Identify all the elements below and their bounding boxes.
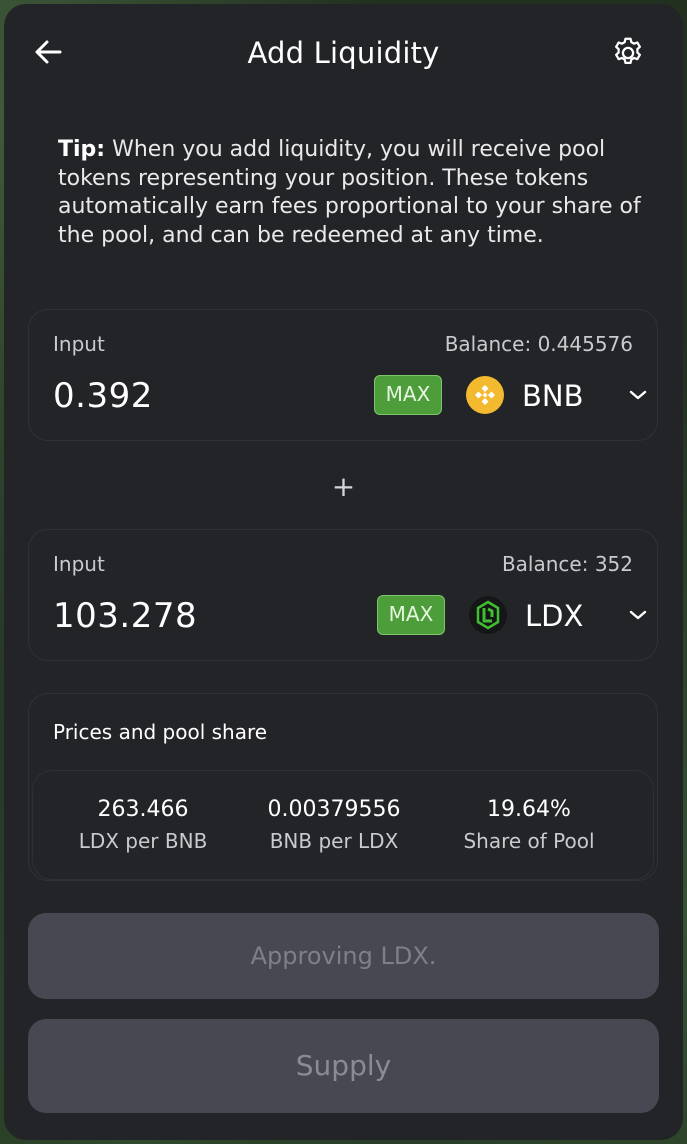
stat-label: BNB per LDX	[269, 829, 399, 853]
chevron-down-icon	[629, 390, 647, 400]
chevron-down-icon	[629, 610, 647, 620]
stat-value: 0.00379556	[267, 797, 401, 822]
prices-stats: 263.466 LDX per BNB 0.00379556 BNB per L…	[32, 770, 654, 880]
stat-share-of-pool: 19.64% Share of Pool	[429, 795, 629, 857]
stat-ldx-per-bnb: 263.466 LDX per BNB	[43, 795, 243, 857]
stat-label: Share of Pool	[463, 829, 595, 853]
tip-label: Tip:	[58, 137, 106, 162]
max-button[interactable]: MAX	[374, 375, 442, 415]
prices-panel: Prices and pool share 263.466 LDX per BN…	[28, 693, 658, 881]
tip-body: When you add liquidity, you will receive…	[58, 137, 641, 248]
token-symbol: LDX	[525, 599, 584, 633]
token-symbol: BNB	[522, 379, 584, 413]
supply-button[interactable]: Supply	[28, 1019, 659, 1113]
balance-text: Balance: 0.445576	[444, 332, 633, 356]
back-button[interactable]	[30, 34, 66, 70]
settings-button[interactable]	[610, 35, 646, 71]
header: Add Liquidity	[4, 4, 683, 104]
bnb-icon	[466, 376, 504, 414]
input-panel-ldx: Input Balance: 352 103.278 MAX LDX	[28, 529, 658, 661]
ldx-icon	[469, 596, 507, 634]
stat-label: LDX per BNB	[78, 829, 208, 853]
amount-input[interactable]: 103.278	[53, 596, 198, 636]
amount-input[interactable]: 0.392	[53, 376, 153, 416]
stat-value: 263.466	[97, 797, 189, 822]
input-label: Input	[53, 332, 105, 356]
add-liquidity-card: Add Liquidity Tip: When you add liquidit…	[4, 4, 683, 1140]
input-label: Input	[53, 552, 105, 576]
stat-bnb-per-ldx: 0.00379556 BNB per LDX	[234, 795, 434, 857]
max-button[interactable]: MAX	[377, 595, 445, 635]
input-panel-bnb: Input Balance: 0.445576 0.392 MAX BNB	[28, 309, 658, 441]
approve-button[interactable]: Approving LDX.	[28, 913, 659, 999]
arrow-left-icon	[35, 40, 62, 64]
gear-icon	[615, 37, 641, 65]
stat-value: 19.64%	[487, 797, 571, 822]
tip-text: Tip: When you add liquidity, you will re…	[58, 136, 648, 250]
prices-title: Prices and pool share	[53, 720, 268, 744]
page-title: Add Liquidity	[247, 36, 440, 70]
plus-icon: +	[331, 470, 356, 503]
balance-text: Balance: 352	[501, 552, 633, 576]
